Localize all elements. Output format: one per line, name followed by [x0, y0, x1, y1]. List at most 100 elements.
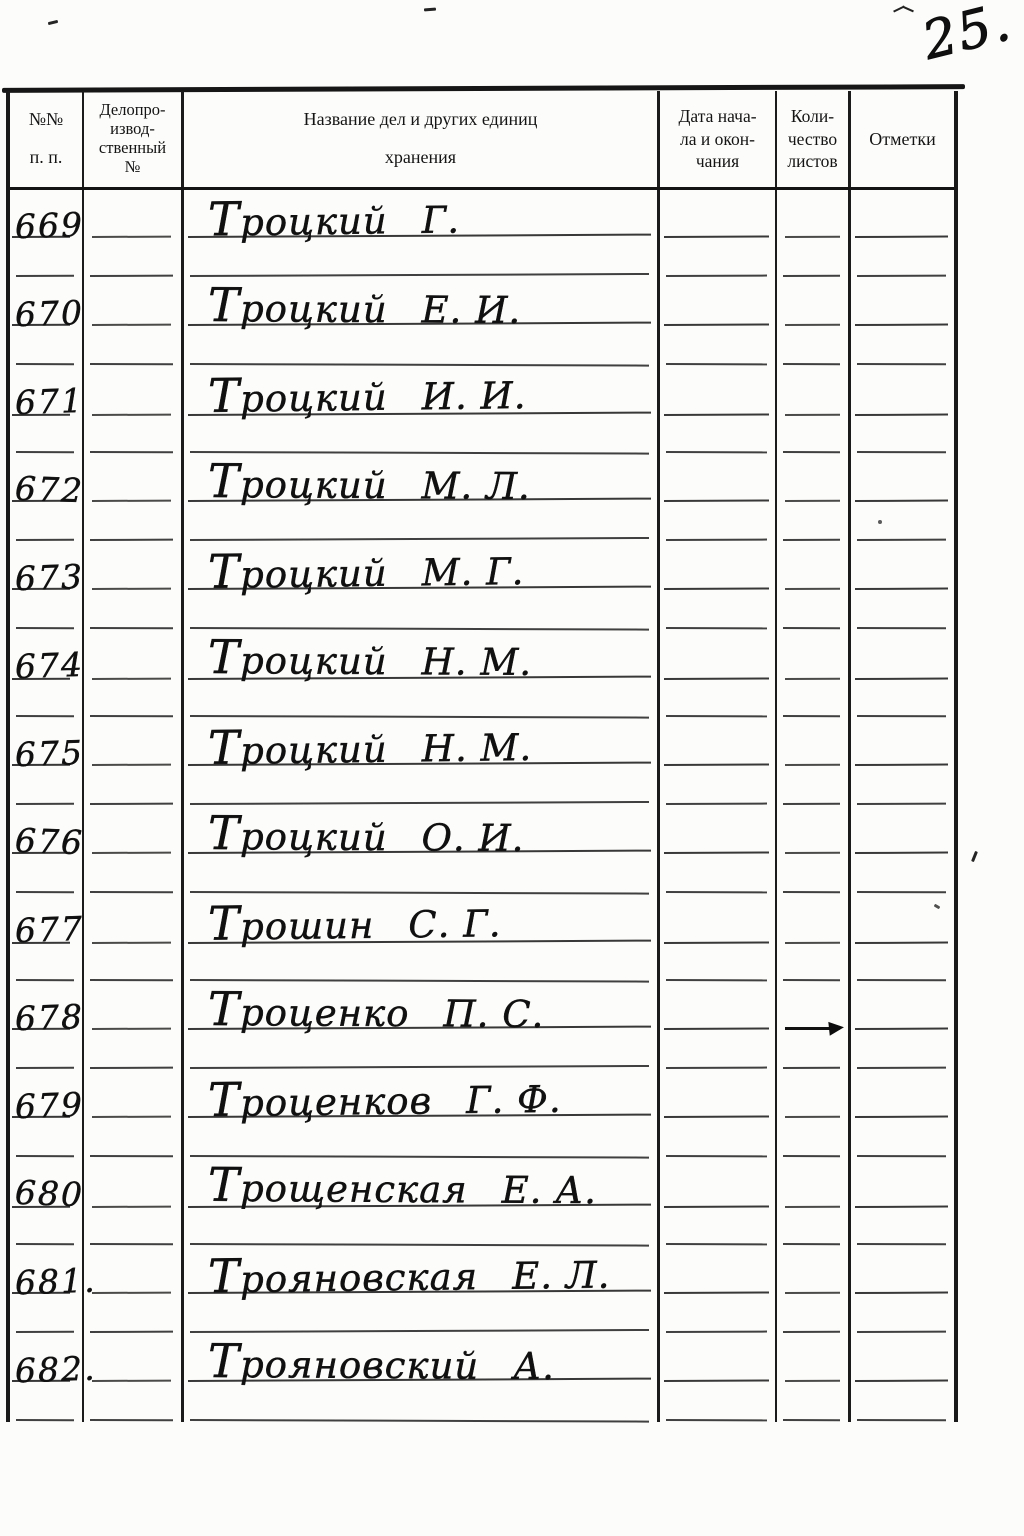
cell-notes	[851, 366, 954, 454]
entry-name: Трошин С. Г.	[207, 893, 502, 951]
cell-title: Троцкий И. И.	[184, 366, 660, 454]
cell-dates	[660, 718, 777, 806]
entry-name: Троцкий И. И.	[207, 365, 527, 423]
cell-sheets	[777, 630, 851, 718]
cell-sheets	[777, 1070, 851, 1158]
entry-initials: Е. Л.	[511, 1253, 611, 1298]
entry-number: 675	[14, 732, 85, 775]
cell-office-number	[84, 806, 184, 894]
cell-notes	[851, 1158, 954, 1246]
cell-notes	[851, 190, 954, 278]
handwritten-page-number: 25.	[917, 0, 1019, 72]
entry-surname: Трощенская	[207, 1157, 468, 1213]
cell-title: Троцкий М. Л.	[184, 454, 660, 542]
table-body: 669 Троцкий Г. 670 Троцкий Е. И. 671 Троцк…	[10, 190, 954, 1422]
cell-sheets	[777, 454, 851, 542]
cell-dates	[660, 1158, 777, 1246]
table-row: 672 Троцкий М. Л.	[10, 454, 954, 542]
entry-number: 670	[14, 292, 85, 335]
cell-entry-number: 679	[10, 1070, 85, 1158]
entry-number: 677	[14, 908, 85, 951]
column-header-index: №№ п. п.	[10, 91, 84, 187]
cell-dates	[660, 542, 777, 630]
cell-notes	[851, 1334, 954, 1422]
entry-initials: А.	[513, 1344, 556, 1389]
entry-number: 673	[14, 556, 85, 599]
entry-number: 671	[14, 380, 85, 423]
cell-office-number	[84, 1246, 184, 1334]
entry-surname: Троцкий	[207, 806, 388, 861]
entry-name: Троцкий Г.	[207, 189, 460, 247]
entry-initials: Е. И.	[421, 288, 522, 332]
cell-entry-number: 673	[10, 542, 85, 630]
cell-entry-number: 678	[10, 982, 85, 1070]
entry-initials: Н. М.	[421, 640, 533, 684]
cell-dates	[660, 190, 777, 278]
cell-dates	[660, 1070, 777, 1158]
cell-notes	[851, 278, 954, 366]
table-row: 677 Трошин С. Г.	[10, 894, 954, 982]
entry-surname: Троцкий	[207, 454, 388, 509]
table-row: 681. Трояновская Е. Л.	[10, 1246, 954, 1334]
cell-notes	[851, 718, 954, 806]
entry-number: 680	[14, 1172, 85, 1215]
cell-sheets	[777, 366, 851, 454]
cell-dates	[660, 366, 777, 454]
entry-name: Троцкий М. Г.	[207, 541, 524, 599]
cell-notes	[851, 542, 954, 630]
cell-sheets	[777, 982, 851, 1070]
cell-sheets	[777, 718, 851, 806]
cell-entry-number: 681.	[10, 1246, 97, 1334]
cell-dates	[660, 1334, 777, 1422]
entry-name: Трояновская Е. Л.	[207, 1245, 611, 1304]
entry-name: Троценков Г. Ф.	[207, 1069, 562, 1128]
column-header-title: Название дел и других единиц хранения	[184, 91, 660, 187]
cell-notes	[851, 454, 954, 542]
table-row: 679 Троценков Г. Ф.	[10, 1070, 954, 1158]
entry-initials: Г. Ф.	[465, 1077, 562, 1123]
entry-number: 674	[14, 644, 85, 687]
entry-number: 669	[14, 204, 85, 247]
cell-entry-number: 671	[10, 366, 85, 454]
entry-initials: Е. А.	[501, 1168, 598, 1213]
entry-name: Троцкий М. Л.	[208, 454, 531, 510]
table-row: 669 Троцкий Г.	[10, 190, 954, 278]
cell-office-number	[84, 454, 184, 542]
ink-speck	[47, 19, 59, 26]
entry-name: Троцкий О. И.	[208, 806, 525, 862]
entry-name: Трояновский А.	[208, 1334, 556, 1390]
entry-name: Троцкий Н. М.	[207, 717, 532, 775]
cell-entry-number: 674	[10, 630, 85, 718]
cell-title: Трояновский А.	[184, 1334, 660, 1422]
cell-sheets	[777, 190, 851, 278]
cell-office-number	[84, 718, 184, 806]
entry-name: Троцкий Н. М.	[208, 630, 533, 686]
cell-entry-number: 676	[10, 806, 85, 894]
cell-dates	[660, 454, 777, 542]
table-row: 670 Троцкий Е. И.	[10, 278, 954, 366]
cell-office-number	[84, 190, 184, 278]
cell-sheets	[777, 542, 851, 630]
cell-notes	[851, 1070, 954, 1158]
ink-speck	[971, 850, 978, 863]
table-row: 675 Троцкий Н. М.	[10, 718, 954, 806]
entry-number: 672	[14, 468, 85, 511]
cell-title: Троцкий Н. М.	[184, 718, 660, 806]
cell-sheets	[777, 806, 851, 894]
entry-initials: С. Г.	[408, 902, 502, 947]
cell-title: Трошин С. Г.	[184, 894, 660, 982]
cell-entry-number: 670	[10, 278, 85, 366]
cell-title: Троцкий Е. И.	[184, 278, 660, 366]
cell-sheets	[777, 1246, 851, 1334]
cell-title: Троценков Г. Ф.	[184, 1070, 660, 1158]
ink-speck	[893, 3, 913, 15]
cell-title: Троценко П. С.	[184, 982, 660, 1070]
cell-office-number	[84, 542, 184, 630]
cell-sheets	[777, 894, 851, 982]
cell-entry-number: 675	[10, 718, 85, 806]
inventory-table: №№ п. п. Делопро- извод- ственный № Назв…	[6, 91, 958, 1422]
cell-notes	[851, 1246, 954, 1334]
ink-speck	[423, 7, 437, 12]
ink-mark-arrow	[785, 1020, 844, 1036]
